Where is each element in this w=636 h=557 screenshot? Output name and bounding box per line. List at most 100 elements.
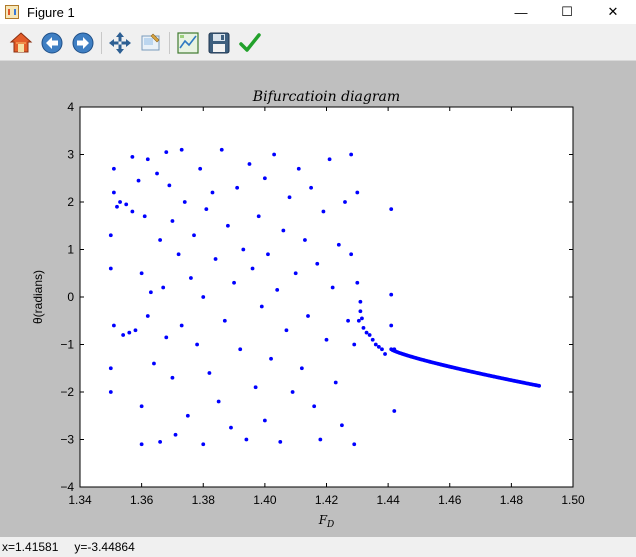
data-point [370, 337, 375, 342]
data-point [185, 413, 190, 418]
y-tick-label: 1 [67, 243, 74, 257]
data-point [235, 185, 240, 190]
edit-check-icon [239, 33, 261, 52]
data-point [346, 318, 350, 323]
data-point [139, 442, 144, 447]
window-title: Figure 1 [27, 4, 75, 20]
data-point [389, 292, 394, 297]
save-icon [208, 32, 230, 54]
data-point [361, 325, 366, 330]
data-point [238, 347, 243, 352]
data-point [287, 195, 292, 200]
data-point [315, 261, 320, 266]
data-point [309, 185, 313, 190]
navigation-toolbar [0, 24, 636, 61]
subplots-button[interactable] [175, 30, 201, 56]
data-point [352, 342, 357, 347]
maximize-button[interactable]: ☐ [561, 4, 573, 19]
bifurcation-plot[interactable]: 1.34 1.36 1.38 1.40 1.42 1.44 1.46 1.48 1.50 4 3 2 1… [0, 61, 636, 537]
y-axis-label: θ(radians) [31, 270, 45, 324]
y-tick-label: 3 [67, 148, 74, 162]
data-point [299, 366, 304, 371]
data-point [167, 183, 172, 188]
axes-background [79, 106, 574, 488]
y-tick-label: 4 [67, 100, 74, 114]
data-point [356, 318, 361, 323]
minimize-button[interactable]: — [514, 4, 528, 20]
data-point [148, 290, 153, 295]
data-point [266, 252, 270, 257]
data-point [198, 166, 203, 171]
cursor-x-readout: x=1.41581 [2, 540, 59, 554]
data-point [108, 233, 113, 238]
data-point [340, 423, 344, 428]
data-point [139, 271, 144, 276]
data-point [130, 154, 135, 159]
data-point [189, 276, 193, 280]
data-point [226, 223, 230, 228]
data-point [204, 207, 209, 212]
data-point [173, 432, 178, 437]
zoom-icon [141, 33, 160, 51]
data-point [376, 344, 381, 349]
data-point [142, 214, 147, 219]
back-button[interactable] [39, 30, 65, 56]
close-button[interactable]: ✕ [607, 4, 619, 19]
data-point [296, 166, 301, 171]
x-tick-label: 1.44 [376, 493, 400, 507]
data-point [349, 152, 354, 157]
data-point [179, 323, 184, 328]
data-point [108, 266, 113, 271]
status-bar: x=1.41581 y=-3.44864 [0, 537, 636, 557]
save-button[interactable] [206, 30, 232, 56]
data-point [207, 371, 212, 375]
axis-ticks: 1.34 1.36 1.38 1.40 1.42 1.44 1.46 1.48 1.50 4 3 2 1… [60, 100, 585, 507]
data-point [139, 404, 144, 409]
data-point [158, 238, 163, 242]
data-point [383, 352, 387, 356]
data-point [161, 285, 166, 290]
data-point [312, 404, 317, 409]
data-point [158, 439, 163, 444]
x-tick-label: 1.48 [500, 493, 524, 507]
data-point [213, 257, 218, 261]
data-point [367, 333, 372, 337]
data-point [333, 380, 338, 385]
toolbar-separator [169, 32, 170, 54]
forward-button[interactable] [70, 30, 96, 56]
matplotlib-figure-icon [5, 5, 19, 19]
toolbar-separator [101, 32, 102, 54]
data-point [253, 385, 258, 390]
data-point [111, 166, 116, 171]
forward-icon [72, 32, 94, 54]
data-point [210, 190, 215, 195]
subplots-icon [177, 32, 199, 54]
zoom-button[interactable] [138, 30, 164, 56]
data-point [108, 366, 113, 371]
data-point [284, 328, 289, 333]
home-icon [9, 32, 33, 53]
data-point [182, 200, 187, 204]
pan-button[interactable] [107, 30, 133, 56]
data-point [133, 328, 138, 333]
data-point [232, 280, 236, 285]
data-point [537, 383, 542, 388]
edit-check-button[interactable] [237, 30, 263, 56]
y-tick-label: −4 [60, 480, 74, 494]
data-point [115, 204, 119, 209]
back-icon [41, 32, 63, 54]
data-point [164, 335, 169, 340]
data-point [343, 200, 347, 204]
data-point [392, 409, 397, 413]
data-point [349, 252, 354, 257]
data-point [278, 439, 283, 444]
figure-canvas[interactable]: 1.34 1.36 1.38 1.40 1.42 1.44 1.46 1.48 1.50 4 3 2 1… [0, 61, 636, 537]
y-tick-label: −1 [60, 338, 74, 352]
x-tick-label: 1.50 [561, 493, 585, 507]
home-button[interactable] [8, 30, 34, 56]
data-point [281, 228, 286, 233]
data-point [293, 271, 298, 276]
data-point [145, 314, 150, 318]
data-point [195, 342, 199, 347]
chart-title: Bifurcatioin diagram [252, 89, 400, 105]
